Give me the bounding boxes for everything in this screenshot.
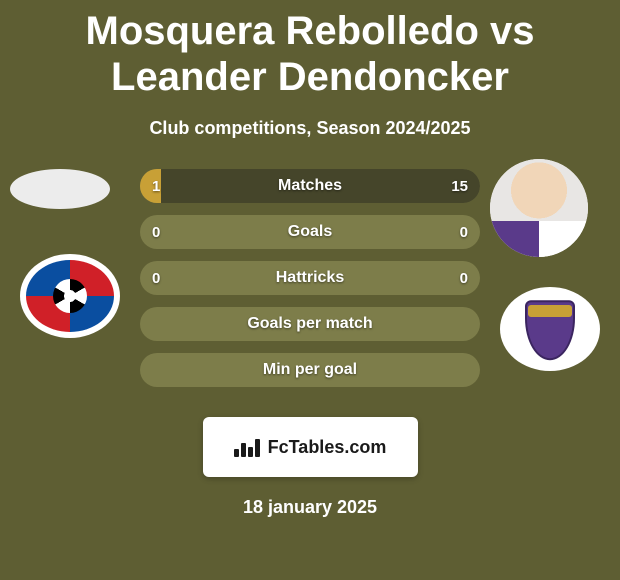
stat-bar: 00Goals (140, 215, 480, 249)
player-left-avatar (10, 169, 110, 209)
brand-chart-icon (234, 437, 260, 457)
comparison-chart: 115Matches 00Goals 00Hattricks Goals per ma… (0, 169, 620, 399)
stat-label: Goals (140, 215, 480, 249)
brand-text: FcTables.com (268, 437, 387, 458)
stat-bar: Goals per match (140, 307, 480, 341)
club-left-crest (20, 254, 120, 338)
stat-label: Matches (140, 169, 480, 203)
stat-bar: 00Hattricks (140, 261, 480, 295)
subtitle: Club competitions, Season 2024/2025 (0, 118, 620, 139)
date-text: 18 january 2025 (0, 497, 620, 518)
stat-bars: 115Matches 00Goals 00Hattricks Goals per ma… (140, 169, 480, 399)
brand-badge: FcTables.com (203, 417, 418, 477)
player-right-avatar (490, 159, 588, 257)
club-right-crest (500, 287, 600, 371)
stat-bar: 115Matches (140, 169, 480, 203)
stat-label: Min per goal (140, 353, 480, 387)
stat-label: Goals per match (140, 307, 480, 341)
stat-label: Hattricks (140, 261, 480, 295)
page-title: Mosquera Rebolledo vs Leander Dendoncker (0, 0, 620, 100)
stat-bar: Min per goal (140, 353, 480, 387)
